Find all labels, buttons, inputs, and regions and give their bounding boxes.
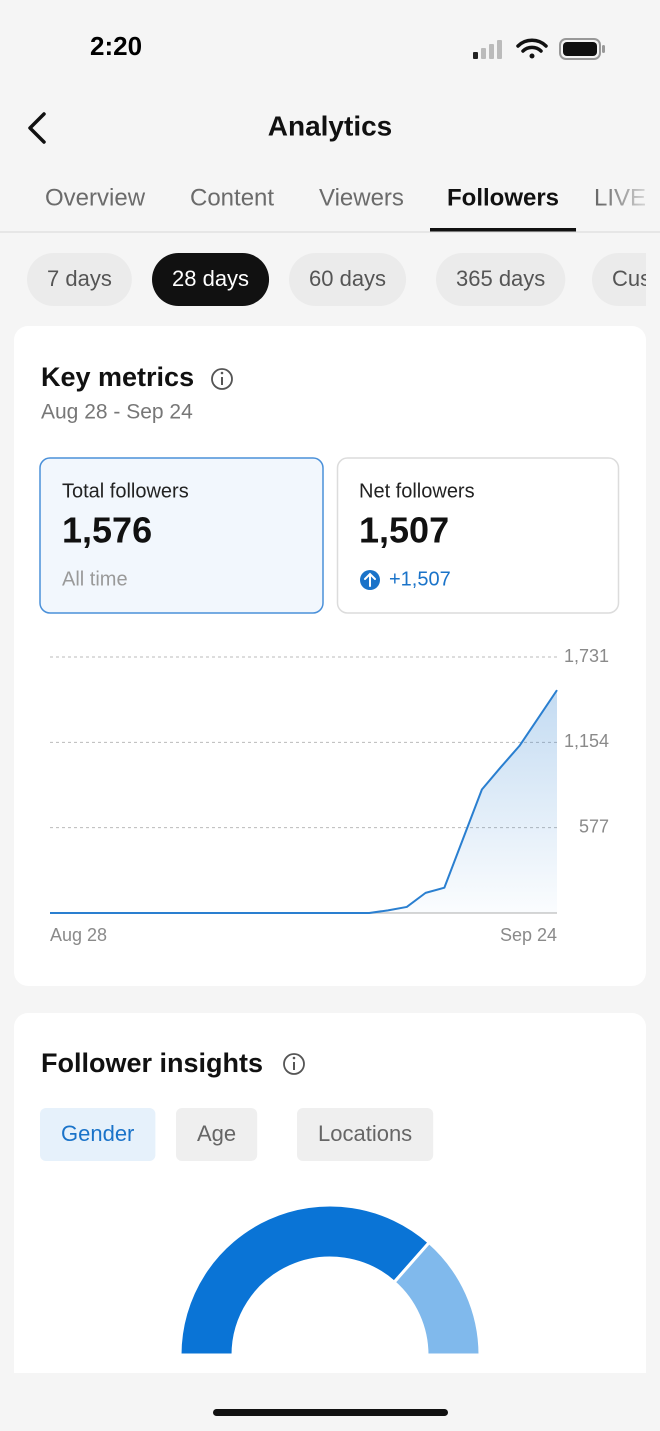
metric-value: 1,507 — [359, 510, 449, 551]
insight-tab-label: Gender — [61, 1121, 134, 1146]
chip-label: 60 days — [309, 266, 386, 291]
line — [50, 689, 558, 914]
insights-card-bottom — [14, 1350, 646, 1373]
signal-icon — [473, 40, 502, 59]
page-title: Analytics — [268, 110, 393, 141]
tab[interactable]: Followers — [447, 184, 559, 211]
y-tick-label: 1,731 — [564, 646, 609, 666]
wifi-icon — [516, 38, 548, 59]
tab-underline — [430, 228, 577, 232]
insights-card — [14, 1013, 646, 1373]
insight-tab[interactable]: Locations — [297, 1108, 434, 1161]
battery-icon — [559, 38, 605, 60]
line-area — [50, 690, 557, 913]
metric-card[interactable] — [336, 457, 620, 614]
x-tick-label: Sep 24 — [500, 925, 557, 945]
y-tick-label: 577 — [579, 816, 609, 836]
chip-label: 365 days — [456, 266, 545, 291]
tab-fade — [600, 170, 660, 228]
metric-label: Total followers — [62, 480, 189, 502]
x-tick-label: Aug 28 — [50, 925, 107, 945]
insight-tab-background — [176, 1108, 258, 1161]
chip-background — [436, 253, 566, 306]
up-icon — [360, 570, 380, 590]
status-time: 2:20 — [90, 31, 142, 61]
range-chip[interactable]: 365 days — [436, 253, 566, 306]
insight-tab-label: Locations — [318, 1121, 412, 1146]
insight-tab-label: Age — [197, 1121, 236, 1146]
insight-tab-background — [297, 1108, 434, 1161]
tab[interactable]: Overview — [45, 184, 146, 211]
insight-tab-background — [40, 1108, 156, 1161]
metric-label: Net followers — [359, 480, 475, 502]
chip-background — [289, 253, 407, 306]
chip-label: 28 days — [172, 266, 249, 291]
range-chip[interactable]: Custom — [592, 253, 660, 306]
insight-tab[interactable]: Age — [176, 1108, 258, 1161]
chip-label: 7 days — [47, 266, 112, 291]
metric-change: +1,507 — [389, 568, 451, 590]
tab[interactable]: Viewers — [319, 184, 404, 211]
chip-background — [27, 253, 132, 306]
section-title: Follower insights — [41, 1048, 263, 1078]
chip-label: Custom — [612, 266, 660, 291]
date-range: Aug 28 - Sep 24 — [41, 401, 193, 424]
donut-segment — [178, 1203, 432, 1357]
donut-segment — [392, 1240, 482, 1357]
metric-value: 1,576 — [62, 510, 152, 551]
section-title: Key metrics — [41, 362, 194, 392]
back-button[interactable] — [28, 112, 46, 144]
y-tick-label: 1,154 — [564, 731, 609, 751]
range-chip[interactable]: 28 days — [152, 253, 270, 306]
home-indicator — [213, 1409, 448, 1416]
chip-background — [592, 253, 646, 306]
chip-background — [152, 253, 270, 306]
range-chip[interactable]: 60 days — [289, 253, 407, 306]
info-icon[interactable] — [211, 368, 233, 390]
insight-tab[interactable]: Gender — [40, 1108, 156, 1161]
metric-card[interactable] — [39, 457, 324, 614]
tab[interactable]: Content — [190, 184, 274, 211]
metric-note: All time — [62, 568, 128, 590]
info-icon[interactable] — [283, 1053, 305, 1075]
range-chip[interactable]: 7 days — [27, 253, 132, 306]
